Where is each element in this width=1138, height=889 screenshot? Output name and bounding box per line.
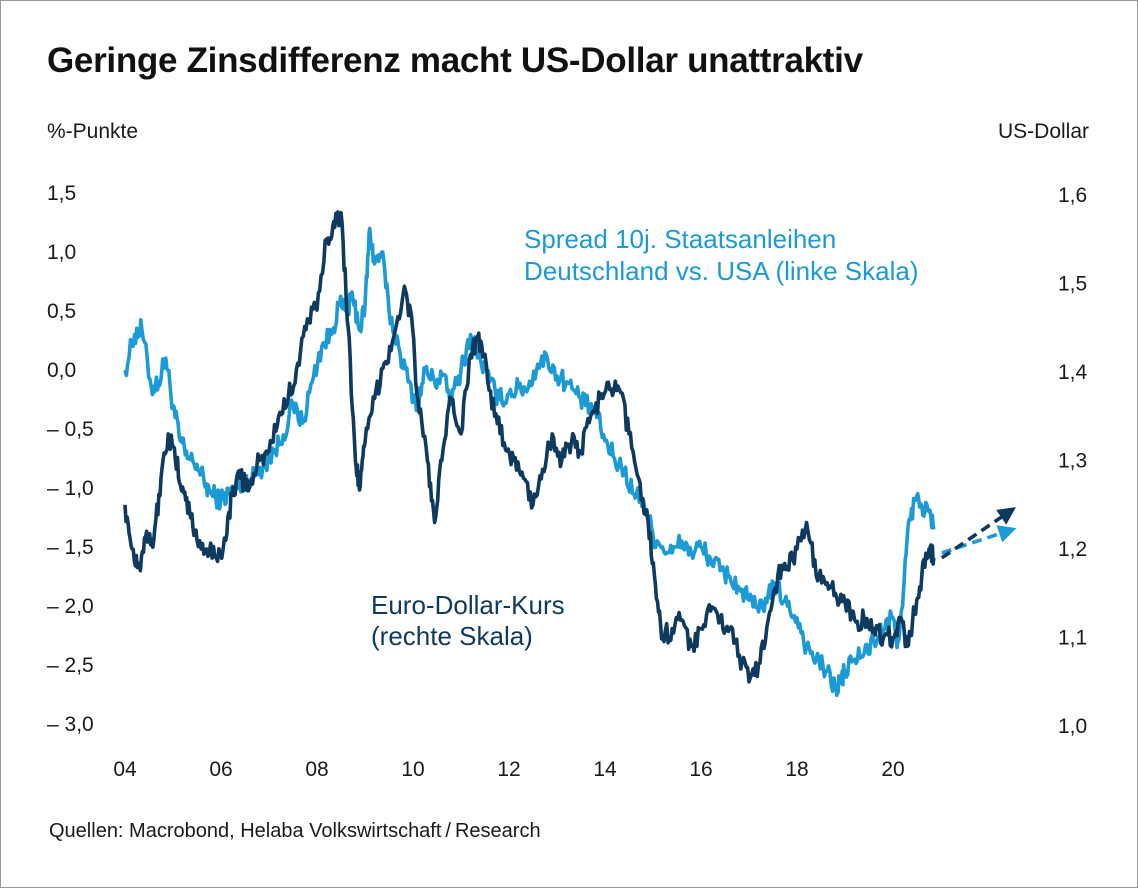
spread-forecast-arrow xyxy=(941,525,1017,555)
left-y-tick-label: – 3,0 xyxy=(47,713,94,736)
eurusd-series-label: Euro-Dollar-Kurs xyxy=(371,590,565,620)
left-y-tick-label: 0,0 xyxy=(47,359,76,382)
spread-series-label: Spread 10j. Staatsanleihen xyxy=(524,224,836,254)
right-y-tick-label: 1,0 xyxy=(1058,715,1087,738)
x-tick-label: 20 xyxy=(881,758,904,781)
eurusd-series-label: (rechte Skala) xyxy=(371,621,533,651)
left-y-tick-label: 1,0 xyxy=(47,241,76,264)
right-y-tick-label: 1,5 xyxy=(1058,273,1087,296)
x-tick-label: 08 xyxy=(305,758,328,781)
right-y-tick-label: 1,2 xyxy=(1058,538,1087,561)
chart-title: Geringe Zinsdifferenz macht US-Dollar un… xyxy=(47,41,863,80)
source-note: Quellen: Macrobond, Helaba Volkswirtscha… xyxy=(49,820,541,842)
right-y-tick-label: 1,4 xyxy=(1058,361,1088,384)
left-y-tick-label: – 0,5 xyxy=(47,418,94,441)
left-y-tick-label: 0,5 xyxy=(47,300,76,323)
eurusd-series-line xyxy=(123,210,936,684)
right-y-tick-label: 1,1 xyxy=(1058,627,1087,650)
spread-series-label: Deutschland vs. USA (linke Skala) xyxy=(524,256,919,286)
left-y-tick-label: – 1,5 xyxy=(47,536,94,559)
x-tick-label: 06 xyxy=(209,758,232,781)
x-tick-label: 16 xyxy=(689,758,712,781)
left-y-tick-label: 1,5 xyxy=(47,182,76,205)
eurusd-forecast-arrow xyxy=(940,507,1016,560)
x-tick-label: 18 xyxy=(785,758,808,781)
right-axis-label: US-Dollar xyxy=(997,120,1089,143)
right-y-tick-label: 1,3 xyxy=(1058,450,1087,473)
x-tick-label: 14 xyxy=(593,758,617,781)
x-tick-label: 12 xyxy=(497,758,520,781)
left-y-tick-label: – 1,0 xyxy=(47,477,94,500)
left-y-tick-label: – 2,5 xyxy=(47,654,94,677)
x-tick-label: 04 xyxy=(113,758,137,781)
left-axis-label: %-Punkte xyxy=(47,120,139,143)
x-tick-label: 10 xyxy=(401,758,424,781)
right-y-tick-label: 1,6 xyxy=(1058,184,1087,207)
left-y-tick-label: – 2,0 xyxy=(47,595,94,618)
